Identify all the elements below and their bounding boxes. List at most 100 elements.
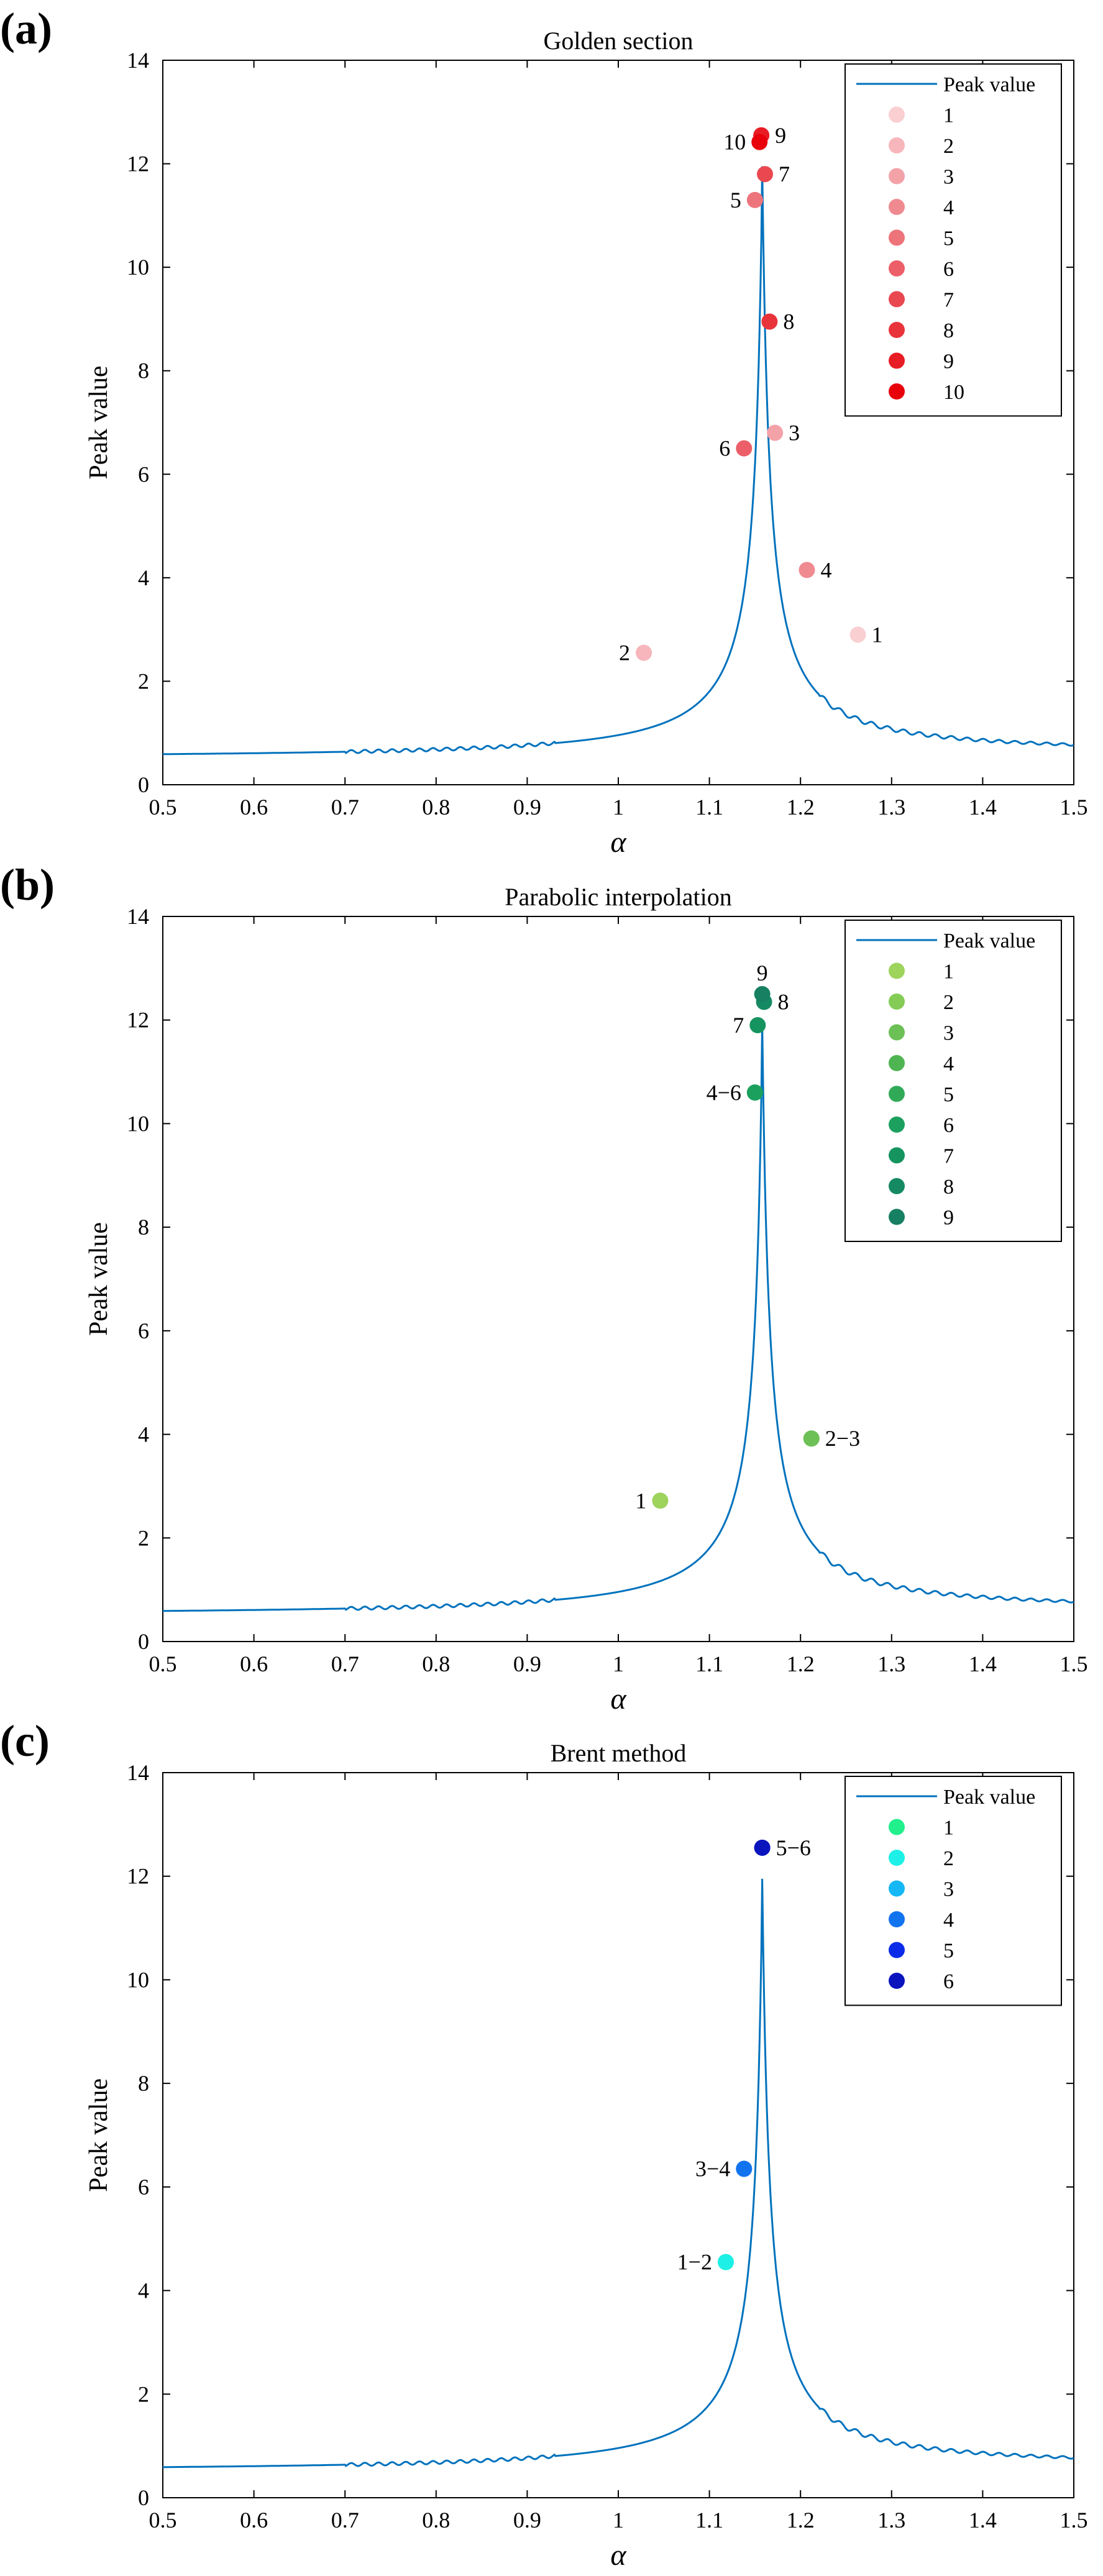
- y-tick-label: 4: [138, 1422, 149, 1447]
- iteration-point-3: [803, 1430, 820, 1447]
- x-tick-label: 1.1: [695, 795, 723, 820]
- legend-marker-9: [889, 352, 905, 369]
- x-axis-label: α: [610, 2539, 626, 2572]
- legend-entry-3: 3: [943, 1878, 954, 1901]
- legend-entry-peak-value: Peak value: [943, 929, 1035, 952]
- legend-entry-3: 3: [943, 1022, 954, 1045]
- x-tick-label: 1.4: [969, 795, 997, 820]
- point-annotation: 4−6: [707, 1080, 741, 1105]
- x-tick-label: 1.2: [787, 795, 815, 820]
- legend-box: [844, 920, 1062, 1242]
- legend-marker-2: [889, 993, 905, 1010]
- iteration-point-5: [746, 191, 763, 208]
- x-tick-label: 1.5: [1060, 795, 1088, 820]
- x-tick-label: 1.5: [1060, 1651, 1088, 1676]
- legend-marker-3: [889, 168, 905, 185]
- x-tick-label: 1.5: [1060, 2508, 1088, 2533]
- iteration-point-6: [746, 1084, 763, 1101]
- y-axis-label: Peak value: [85, 2078, 113, 2192]
- x-tick-label: 0.7: [331, 2508, 359, 2533]
- point-annotation: 7: [779, 162, 790, 186]
- panel-label: (a): [0, 4, 52, 53]
- legend-marker-5: [889, 1085, 905, 1102]
- legend-marker-4: [889, 199, 905, 215]
- point-annotation: 8: [778, 990, 789, 1015]
- legend-box: [844, 1776, 1062, 2006]
- x-tick-label: 0.7: [331, 795, 359, 820]
- legend-entry-1: 1: [943, 1817, 954, 1840]
- legend-marker-2: [889, 1850, 905, 1866]
- chart-panel-1: (a) Golden section 0.5 0.6 0.7 0.8 0.9 1 1.1 1.2 1…: [0, 4, 1088, 859]
- y-axis-label: Peak value: [85, 1222, 113, 1336]
- panel-label: (b): [0, 860, 55, 910]
- legend-marker-7: [889, 291, 905, 308]
- point-annotation: 8: [783, 309, 794, 334]
- x-axis-label: α: [610, 1683, 626, 1715]
- legend-entry-peak-value: Peak value: [943, 73, 1035, 96]
- legend-entry-3: 3: [943, 166, 954, 189]
- legend-marker-3: [889, 1024, 905, 1041]
- y-tick-label: 6: [138, 1318, 149, 1343]
- legend-marker-5: [889, 1942, 905, 1958]
- y-tick-label: 14: [127, 904, 149, 929]
- y-tick-label: 4: [138, 2278, 149, 2303]
- x-tick-label: 0.9: [513, 1651, 541, 1676]
- x-tick-label: 1: [613, 2508, 624, 2533]
- iteration-point-3: [767, 424, 784, 441]
- point-annotation: 10: [723, 130, 746, 155]
- legend-entry-8: 8: [943, 1176, 954, 1199]
- iteration-point-2: [636, 644, 652, 661]
- iteration-point-9: [754, 986, 771, 1003]
- iteration-point-1: [849, 626, 866, 643]
- point-annotation: 5: [730, 188, 741, 212]
- y-tick-label: 12: [127, 152, 149, 176]
- iteration-point-7: [757, 166, 774, 183]
- point-annotation: 2−3: [825, 1426, 860, 1451]
- legend-entry-1: 1: [943, 961, 954, 984]
- y-tick-label: 0: [138, 1629, 149, 1654]
- y-tick-label: 12: [127, 1864, 149, 1889]
- legend-marker-10: [889, 383, 905, 400]
- legend-entry-1: 1: [943, 104, 954, 127]
- point-annotation: 6: [719, 436, 730, 461]
- x-tick-label: 1.1: [695, 2508, 723, 2533]
- y-tick-label: 8: [138, 1215, 149, 1240]
- legend-marker-4: [889, 1911, 905, 1927]
- x-tick-label: 1.1: [695, 1651, 723, 1676]
- legend-entry-peak-value: Peak value: [943, 1786, 1035, 1809]
- x-tick-label: 1: [613, 1651, 624, 1676]
- x-tick-label: 0.9: [513, 795, 541, 820]
- point-annotation: 5−6: [776, 1835, 811, 1860]
- x-tick-label: 1.4: [969, 1651, 997, 1676]
- iteration-point-6: [736, 440, 753, 457]
- legend-entry-5: 5: [943, 1084, 954, 1107]
- point-annotation: 3: [789, 421, 800, 445]
- x-tick-label: 1.3: [877, 2508, 905, 2533]
- legend-marker-6: [889, 1117, 905, 1133]
- y-tick-label: 2: [138, 669, 149, 693]
- y-tick-label: 12: [127, 1008, 149, 1033]
- panel-label: (c): [0, 1716, 50, 1766]
- x-tick-label: 0.5: [149, 1651, 177, 1676]
- iteration-point-10: [751, 134, 768, 150]
- point-annotation: 1−2: [677, 2250, 712, 2275]
- legend-box: [844, 63, 1062, 417]
- iteration-point-1: [652, 1492, 669, 1509]
- y-tick-label: 8: [138, 2071, 149, 2096]
- legend-marker-7: [889, 1147, 905, 1164]
- legend-entry-2: 2: [943, 135, 954, 158]
- y-tick-label: 14: [127, 1760, 149, 1785]
- x-tick-label: 1.3: [877, 795, 905, 820]
- x-tick-label: 0.6: [240, 2508, 268, 2533]
- y-tick-label: 14: [127, 48, 149, 73]
- legend-entry-9: 9: [943, 1207, 954, 1230]
- legend-entry-10: 10: [943, 381, 964, 404]
- iteration-point-8: [761, 313, 778, 330]
- peak-value-line: [162, 1022, 1074, 1612]
- x-tick-label: 0.5: [149, 2508, 177, 2533]
- legend-marker-9: [889, 1208, 905, 1225]
- legend-entry-6: 6: [943, 1114, 954, 1137]
- x-tick-label: 0.8: [422, 2508, 450, 2533]
- y-tick-label: 6: [138, 2175, 149, 2199]
